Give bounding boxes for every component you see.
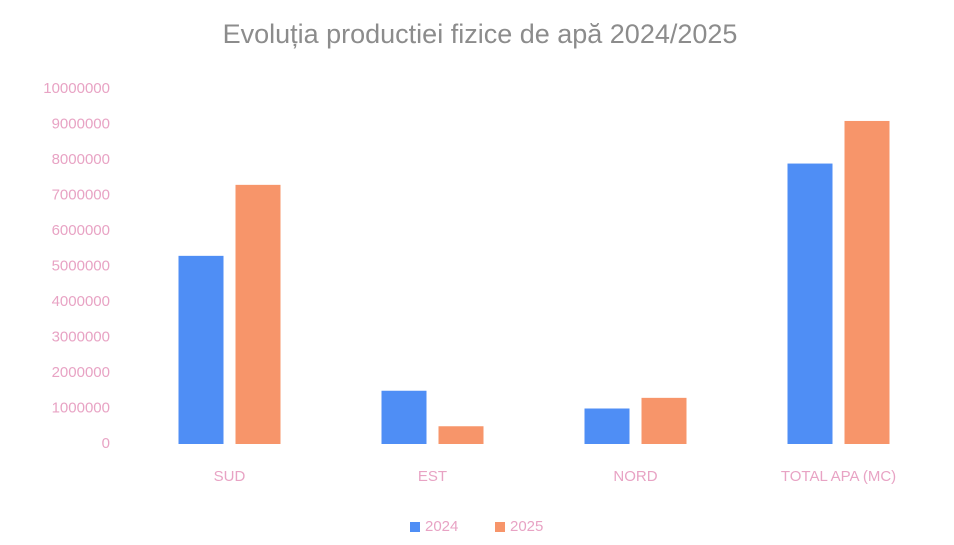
legend-label: 2025 [510,518,543,535]
bar [844,120,890,444]
y-tick-label: 7000000 [52,186,110,203]
bar [381,390,427,444]
x-tick-label: TOTAL APA (MC) [781,468,896,485]
x-tick-label: NORD [613,468,657,485]
y-tick-label: 0 [102,435,110,452]
bar [641,397,687,444]
legend-swatch [495,522,505,532]
legend-swatch [410,522,420,532]
chart-title: Evoluția productiei fizice de apă 2024/2… [223,19,738,49]
y-tick-label: 4000000 [52,293,110,310]
bar [584,408,630,444]
bar [178,255,224,444]
y-tick-label: 3000000 [52,328,110,345]
y-tick-label: 8000000 [52,151,110,168]
y-tick-label: 10000000 [43,80,110,97]
y-tick-label: 5000000 [52,257,110,274]
y-tick-label: 2000000 [52,364,110,381]
y-tick-label: 1000000 [52,399,110,416]
y-tick-label: 9000000 [52,115,110,132]
x-tick-label: SUD [214,468,246,485]
legend-label: 2024 [425,518,458,535]
x-tick-label: EST [418,468,447,485]
bar [235,184,281,444]
bar [787,163,833,445]
bar [438,426,484,444]
y-tick-label: 6000000 [52,222,110,239]
